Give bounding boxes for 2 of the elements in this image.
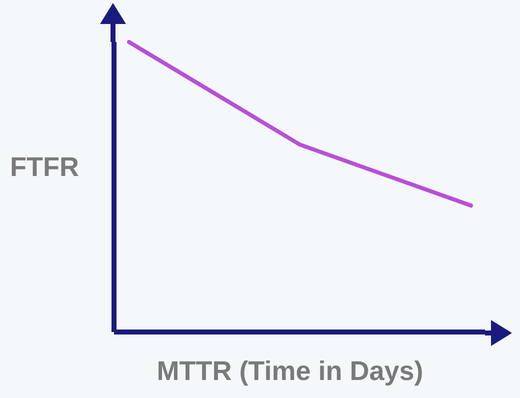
y-axis-title: FTFR: [10, 152, 79, 183]
x-axis-title: MTTR (Time in Days): [156, 356, 424, 387]
